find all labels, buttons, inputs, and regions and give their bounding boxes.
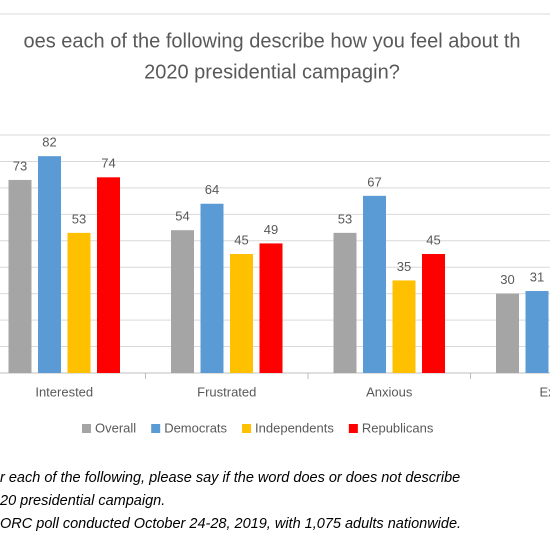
bar [363,195,386,373]
data-label: 74 [101,156,115,171]
data-label: 31 [530,269,544,284]
footnote: ORC poll conducted October 24-28, 2019, … [0,516,461,532]
bar [38,156,61,373]
bar [171,230,194,373]
bar [333,232,357,373]
data-label: 67 [367,174,381,189]
bar [97,177,120,373]
x-tick-label: Frustrated [197,384,256,399]
data-label: 49 [264,222,278,237]
legend-label: Democrats [164,420,227,435]
legend-swatch [151,424,161,433]
bar [392,280,416,373]
bar [67,232,91,373]
data-label: 45 [426,232,440,247]
x-tick-label: Interested [35,384,93,399]
data-label: 82 [42,135,56,150]
legend-label: Republicans [362,420,434,435]
footnote: 20 presidential campaign. [0,493,165,509]
data-label: 35 [397,259,411,274]
data-label: 53 [72,211,86,226]
bar [8,179,32,373]
data-label: 53 [338,211,352,226]
bar [496,293,519,373]
legend-swatch [242,424,252,433]
legend-label: Independents [255,420,334,435]
bar [525,291,549,373]
data-label: 30 [500,272,514,287]
data-label: 54 [175,209,189,224]
chart-title: oes each of the following describe how y… [24,30,521,52]
bar [422,254,445,373]
chart-title: 2020 presidential campagin? [144,61,400,83]
x-tick-label: Anxious [366,384,413,399]
legend-swatch [348,424,358,433]
bar [200,203,224,373]
data-label: 45 [234,232,248,247]
legend-swatch [82,424,91,433]
bar [230,254,253,373]
x-tick-label: Exci [539,384,550,399]
data-label: 64 [205,182,219,197]
data-label: 73 [13,158,27,173]
legend-label: Overall [95,420,136,435]
bar [259,243,283,373]
footnote: r each of the following, please say if t… [0,470,460,486]
